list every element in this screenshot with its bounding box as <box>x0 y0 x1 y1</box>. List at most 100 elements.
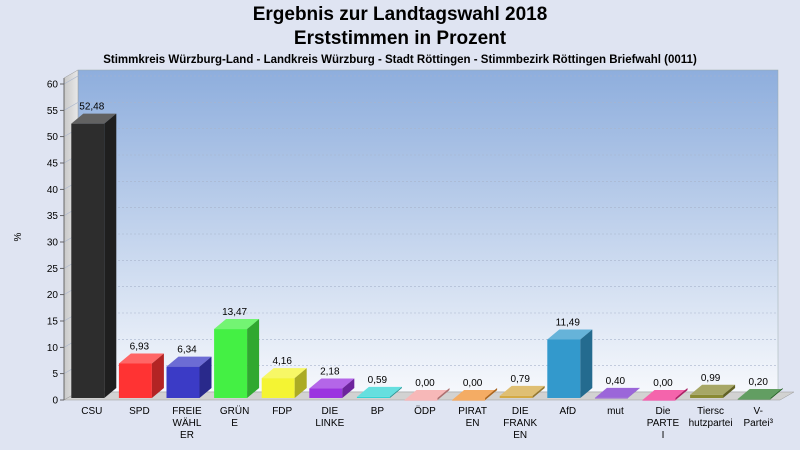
y-tick-label: 25 <box>47 264 59 275</box>
data-label: 13,47 <box>222 307 247 318</box>
bar-side <box>723 384 736 398</box>
data-label: 52,48 <box>79 102 104 113</box>
y-tick-label: 30 <box>47 238 59 249</box>
bar-1 <box>118 353 164 398</box>
data-label: 4,16 <box>272 356 292 367</box>
x-tick-label: Tiersc hutzpartei <box>689 406 733 429</box>
y-tick-label: 15 <box>47 317 59 328</box>
bar-side <box>627 387 640 398</box>
bar-front <box>499 395 533 398</box>
bar-front <box>547 339 581 398</box>
bar-side <box>675 388 688 400</box>
data-label: 0,59 <box>368 375 388 386</box>
data-label: 6,93 <box>130 342 150 353</box>
data-label: 0,00 <box>653 378 673 389</box>
bar-front <box>642 400 676 401</box>
bar-top <box>118 353 164 364</box>
bar-4 <box>261 368 307 398</box>
bar-side <box>485 388 498 400</box>
y-tick-label: 10 <box>47 343 59 354</box>
bar-top <box>166 356 212 367</box>
data-label: 2,18 <box>320 367 340 378</box>
bar-front <box>356 396 390 398</box>
y-tick-label: 0 <box>52 396 58 407</box>
bar-9 <box>499 385 545 398</box>
chart-title: Ergebnis zur Landtagswahl 2018 <box>252 4 548 25</box>
bar-front <box>309 388 343 398</box>
x-tick-label: FREIE WÄHL ER <box>172 406 202 441</box>
bar-side <box>580 329 593 398</box>
y-tick-label: 60 <box>47 80 59 91</box>
bar-top <box>594 387 640 398</box>
data-label: 0,40 <box>606 376 626 387</box>
bar-top <box>309 378 355 389</box>
bar-top <box>547 329 593 340</box>
bar-front <box>690 394 724 398</box>
x-tick-label: GRÜN E <box>220 405 249 429</box>
x-tick-label: PIRAT EN <box>458 406 487 429</box>
x-tick-label: Die PARTE I <box>647 406 680 441</box>
bar-14 <box>737 388 783 400</box>
bar-front <box>261 378 295 398</box>
x-tick-label: BP <box>371 406 385 417</box>
chart-description: Stimmkreis Würzburg-Land - Landkreis Wür… <box>103 54 697 66</box>
x-tick-label: DIE LINKE <box>315 406 344 429</box>
bar-side <box>770 388 783 399</box>
bar-side <box>199 356 212 398</box>
bar-front <box>166 366 200 398</box>
data-label: 0,79 <box>510 374 530 385</box>
bar-front <box>71 123 105 398</box>
bar-front <box>594 397 628 399</box>
x-tick-label: FDP <box>272 406 292 417</box>
y-axis-label: % <box>13 232 24 241</box>
bar-side <box>437 388 450 400</box>
bar-5 <box>309 378 355 398</box>
bar-10 <box>547 329 593 398</box>
bar-8 <box>452 388 498 401</box>
bar-top <box>737 388 783 399</box>
data-label: 0,00 <box>463 378 483 389</box>
bar-front <box>452 400 486 401</box>
chart-subtitle: Erststimmen in Prozent <box>293 28 507 49</box>
y-tick-label: 20 <box>47 290 59 301</box>
bar-front <box>404 400 438 401</box>
y-tick-label: 55 <box>47 106 59 117</box>
x-tick-label: V-Partei³ <box>743 406 773 429</box>
bar-side <box>389 386 402 398</box>
bar-side <box>104 113 117 398</box>
bar-side <box>532 385 545 398</box>
plot-back-wall <box>77 69 779 393</box>
x-tick-label: SPD <box>129 406 150 417</box>
y-tick-label: 5 <box>52 369 58 380</box>
bar-3 <box>214 319 260 398</box>
gridline-side <box>63 102 79 111</box>
bar-front <box>118 363 152 398</box>
bar-side <box>247 319 260 398</box>
bar-top <box>214 319 260 330</box>
data-label: 0,20 <box>748 377 768 388</box>
x-tick-label: ÖDP <box>414 405 436 417</box>
bar-top <box>261 368 307 379</box>
y-tick-label: 50 <box>47 132 59 143</box>
y-tick-label: 35 <box>47 211 59 222</box>
x-tick-label: CSU <box>81 406 102 417</box>
data-label: 11,49 <box>556 317 581 328</box>
bar-top <box>690 384 736 395</box>
bar-side <box>294 368 307 398</box>
bar-11 <box>594 387 640 399</box>
bar-12 <box>642 388 688 401</box>
bar-side <box>342 378 355 398</box>
x-tick-label: AfD <box>559 406 576 417</box>
x-tick-label: mut <box>607 406 624 417</box>
data-label: 0,00 <box>415 378 435 389</box>
bar-7 <box>404 388 450 401</box>
bar-0 <box>71 113 117 398</box>
bar-2 <box>166 356 212 398</box>
bar-top <box>71 113 117 124</box>
data-label: 0,99 <box>701 373 721 384</box>
bar-front <box>214 329 248 398</box>
gridline-side <box>63 75 79 85</box>
data-label: 6,34 <box>177 345 197 356</box>
bar-6 <box>356 386 402 398</box>
